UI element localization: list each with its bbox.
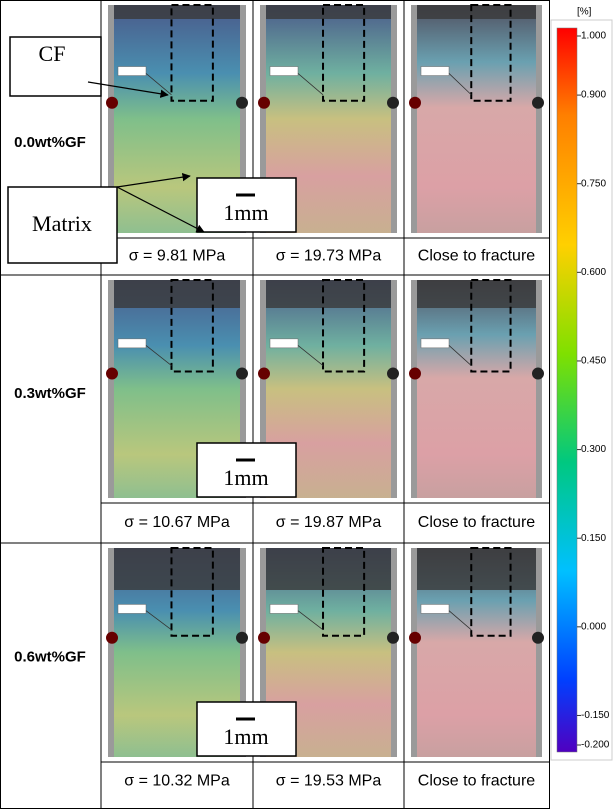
- image-top: [417, 548, 536, 590]
- caption: σ = 9.81 MPa: [129, 248, 226, 265]
- image-top: [417, 280, 536, 308]
- notch: [106, 632, 118, 644]
- row-label: 0.0wt%GF: [14, 134, 86, 151]
- gauge-tag: [118, 67, 146, 76]
- scale-bar-label: 1mm: [223, 724, 268, 749]
- figure: 0.0wt%GF σ = 9.81 MPa σ = 19.73 MPa Close t…: [0, 0, 613, 809]
- notch: [258, 368, 270, 380]
- image-top: [266, 280, 391, 308]
- notch: [387, 97, 399, 109]
- image-top: [114, 280, 240, 308]
- caption: Close to fracture: [418, 514, 535, 531]
- image-top: [266, 548, 391, 590]
- gauge-tag: [270, 67, 298, 76]
- image-top: [266, 5, 391, 19]
- notch: [106, 368, 118, 380]
- caption: Close to fracture: [418, 773, 535, 790]
- image-top: [114, 548, 240, 590]
- notch: [409, 368, 421, 380]
- colorbar-tick-label: 0.000: [581, 621, 606, 632]
- cf-label: CF: [39, 41, 66, 66]
- gauge-tag: [421, 339, 449, 348]
- colorbar: [557, 28, 577, 752]
- caption: σ = 10.32 MPa: [124, 773, 230, 790]
- notch: [258, 632, 270, 644]
- notch: [387, 368, 399, 380]
- gauge-tag: [118, 604, 146, 613]
- colorbar-tick-label: 0.300: [581, 444, 606, 455]
- scale-bar-label: 1mm: [223, 465, 268, 490]
- strain-field: [417, 280, 536, 498]
- notch: [532, 368, 544, 380]
- notch: [258, 97, 270, 109]
- dic-image: [409, 548, 544, 757]
- matrix-label: Matrix: [32, 211, 92, 236]
- caption: σ = 19.87 MPa: [276, 514, 382, 531]
- row-label: 0.3wt%GF: [14, 385, 86, 402]
- dic-image: [409, 280, 544, 498]
- notch: [409, 97, 421, 109]
- colorbar-tick-label: 0.450: [581, 356, 606, 367]
- dic-image: [409, 5, 544, 233]
- colorbar-unit: [%]: [577, 7, 592, 18]
- notch: [532, 97, 544, 109]
- caption: σ = 19.73 MPa: [276, 248, 382, 265]
- notch: [409, 632, 421, 644]
- colorbar-tick-label: -0.150: [581, 710, 610, 721]
- caption: Close to fracture: [418, 248, 535, 265]
- caption: σ = 10.67 MPa: [124, 514, 230, 531]
- gauge-tag: [421, 604, 449, 613]
- notch: [106, 97, 118, 109]
- scale-bar-label: 1mm: [223, 200, 268, 225]
- gauge-tag: [118, 339, 146, 348]
- colorbar-tick-label: 0.900: [581, 90, 606, 101]
- colorbar-tick-label: 0.750: [581, 178, 606, 189]
- colorbar-tick-label: -0.200: [581, 740, 610, 751]
- strain-field: [417, 5, 536, 233]
- notch: [236, 632, 248, 644]
- colorbar-tick-label: 0.600: [581, 267, 606, 278]
- notch: [532, 632, 544, 644]
- colorbar-tick-label: 0.150: [581, 533, 606, 544]
- gauge-tag: [270, 339, 298, 348]
- notch: [387, 632, 399, 644]
- notch: [236, 97, 248, 109]
- notch: [236, 368, 248, 380]
- image-top: [114, 5, 240, 19]
- caption: σ = 19.53 MPa: [276, 773, 382, 790]
- gauge-tag: [421, 67, 449, 76]
- row-label: 0.6wt%GF: [14, 648, 86, 665]
- colorbar-tick-label: 1.000: [581, 31, 606, 42]
- gauge-tag: [270, 604, 298, 613]
- image-top: [417, 5, 536, 19]
